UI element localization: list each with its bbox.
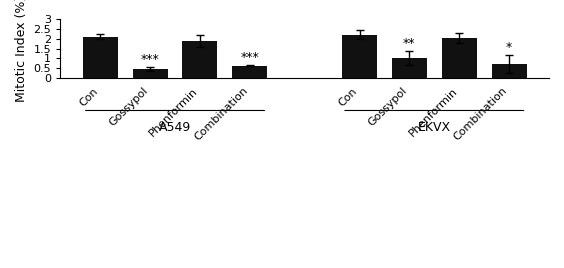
Bar	[83, 37, 118, 78]
Bar	[392, 58, 427, 78]
Text: ***: ***	[240, 51, 259, 64]
Bar	[342, 35, 377, 78]
Bar	[133, 69, 168, 78]
Text: *: *	[506, 41, 512, 54]
Text: **: **	[403, 38, 416, 50]
Bar	[442, 38, 477, 78]
Bar	[232, 66, 267, 78]
Bar	[183, 41, 217, 78]
Text: A549: A549	[159, 121, 191, 133]
Text: ***: ***	[140, 53, 160, 66]
Y-axis label: Mitotic Index (%): Mitotic Index (%)	[15, 0, 28, 102]
Text: EKVX: EKVX	[418, 121, 451, 133]
Bar	[492, 64, 527, 78]
